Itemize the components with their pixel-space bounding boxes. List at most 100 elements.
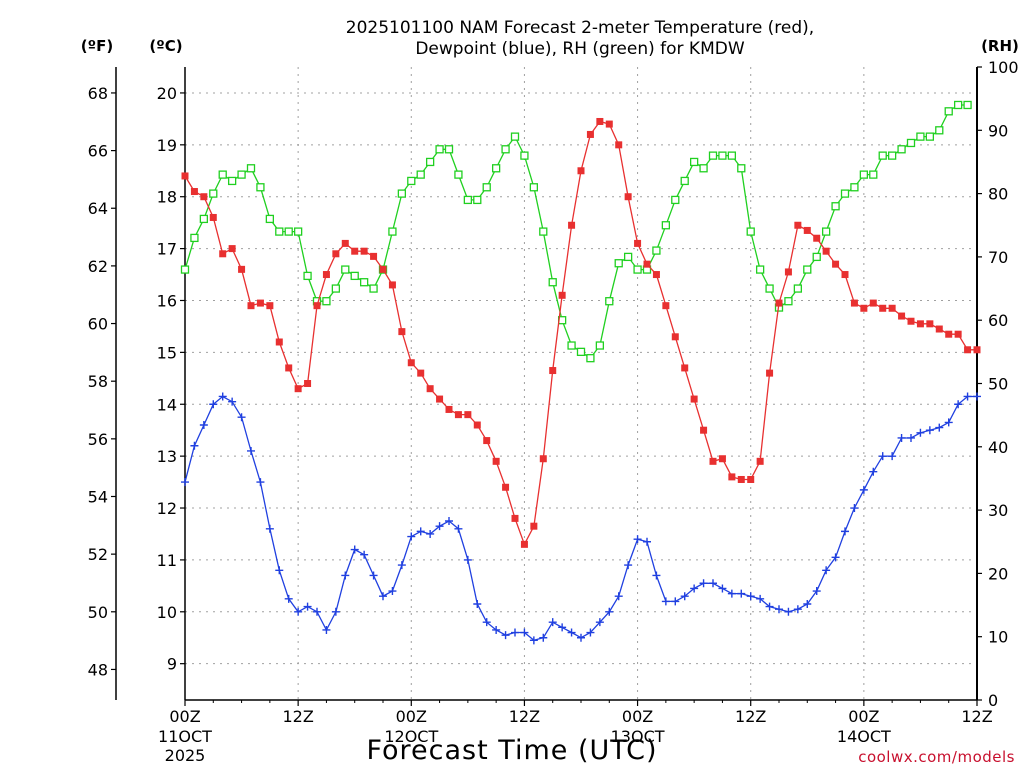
dewpoint-point [520, 628, 529, 637]
dewpoint-point [727, 589, 736, 598]
dewpoint-point [737, 589, 746, 598]
dewpoint-point [973, 392, 981, 401]
temperature-point [181, 172, 189, 180]
dewpoint-point [407, 532, 416, 541]
fahrenheit-tick-label: 52 [88, 545, 108, 564]
rh-point [246, 164, 256, 173]
fahrenheit-tick-label: 64 [88, 199, 108, 218]
celsius-tick-label: 11 [157, 551, 177, 570]
rh-point [586, 354, 595, 363]
temperature-point [511, 514, 519, 522]
celsius-tick-label: 16 [157, 291, 177, 310]
temperature-point [964, 346, 972, 354]
dewpoint-point [303, 602, 312, 611]
dewpoint-point [841, 527, 849, 536]
temperature-point [219, 250, 227, 258]
temperature-point [502, 483, 510, 491]
x-tick-label: 12Z [961, 707, 992, 726]
rh-point [878, 151, 887, 160]
dewpoint-point [605, 607, 614, 616]
rh-point [708, 151, 718, 160]
dewpoint-point [463, 555, 472, 564]
temperature-point [586, 130, 594, 138]
x-tick-year-label: 2025 [165, 746, 206, 765]
temperature-point [766, 369, 774, 377]
temperature-point [596, 117, 604, 125]
dewpoint-point [680, 592, 689, 601]
dewpoint-point [652, 571, 661, 580]
dewpoint-point [237, 413, 246, 422]
fahrenheit-tick-label: 50 [88, 603, 108, 622]
dewpoint-point [690, 584, 699, 593]
temperature-point [973, 346, 981, 354]
rh-point [256, 183, 265, 192]
temperature-point [605, 120, 613, 128]
temperature-point [784, 268, 792, 276]
temperature-point [775, 299, 783, 307]
dewpoint-point [501, 631, 510, 640]
fahrenheit-tick-label: 60 [88, 315, 108, 334]
temperature-point [285, 364, 293, 372]
rh-point [784, 297, 793, 306]
temperature-point [888, 304, 896, 312]
rh-point [501, 145, 510, 154]
dewpoint-point [595, 618, 604, 627]
dewpoint-point [511, 628, 519, 637]
temperature-point [935, 325, 943, 333]
rh-point [812, 252, 821, 262]
rh-point [916, 132, 925, 141]
temperature-point [860, 304, 868, 312]
rh-point [529, 183, 539, 192]
rh-point [671, 195, 680, 205]
dewpoint-point [765, 602, 774, 611]
rh-point [539, 227, 548, 236]
celsius-tick-label: 18 [157, 188, 177, 207]
temperature-point [190, 188, 198, 196]
dewpoint-point [718, 584, 727, 593]
temperature-point [568, 221, 576, 229]
rh-tick-label: 50 [988, 375, 1008, 394]
dewpoint-point [275, 566, 284, 575]
dewpoint-point [633, 535, 642, 544]
rh-point [388, 227, 397, 236]
temperature-point [681, 364, 689, 372]
rh-point [944, 107, 953, 116]
rh-point [444, 145, 454, 154]
temperature-point [360, 247, 368, 255]
temperature-point [294, 385, 302, 393]
x-tick-label: 12Z [735, 707, 766, 726]
x-tick-label: 00Z [169, 707, 200, 726]
rh-point [237, 170, 246, 179]
dewpoint-point [558, 623, 567, 632]
temperature-point [539, 455, 547, 463]
dewpoint-point [614, 592, 623, 601]
dewpoint-point [548, 618, 557, 627]
rh-point [275, 227, 284, 236]
temperature-point [558, 291, 566, 299]
dewpoint-point [935, 423, 944, 432]
temperature-point [266, 302, 274, 310]
temperature-point [209, 213, 217, 221]
source-label[interactable]: coolwx.com/models [858, 748, 1015, 766]
temperature-point [332, 250, 340, 258]
dewpoint-point [624, 561, 633, 570]
temperature-point [388, 281, 396, 289]
rh-point [369, 284, 378, 293]
dewpoint-point [379, 592, 387, 601]
temperature-point [916, 320, 924, 328]
fahrenheit-tick-label: 48 [88, 660, 108, 679]
x-tick-date-label: 12OCT [384, 727, 438, 746]
rh-point [718, 151, 727, 160]
celsius-tick-label: 12 [157, 499, 177, 518]
temperature-point [426, 385, 434, 393]
dewpoint-point [822, 566, 831, 575]
rh-point [699, 164, 708, 173]
rh-tick-label: 0 [988, 691, 998, 710]
dewpoint-point [916, 428, 925, 437]
rh-point [473, 195, 482, 205]
x-tick-label: 00Z [396, 707, 427, 726]
dewpoint-point [709, 579, 717, 588]
dewpoint-point [473, 600, 482, 609]
rh-point [803, 265, 812, 274]
temperature-point [794, 221, 802, 229]
